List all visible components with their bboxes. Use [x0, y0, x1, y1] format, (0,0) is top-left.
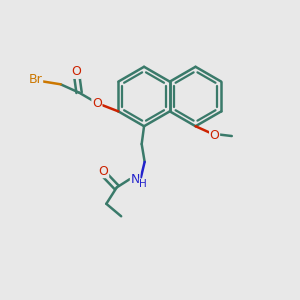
Text: Br: Br: [29, 74, 43, 86]
Text: N: N: [130, 172, 140, 186]
Text: H: H: [139, 178, 147, 189]
Text: O: O: [99, 165, 109, 178]
Text: O: O: [210, 129, 220, 142]
Text: O: O: [71, 65, 81, 78]
Text: O: O: [92, 97, 102, 110]
